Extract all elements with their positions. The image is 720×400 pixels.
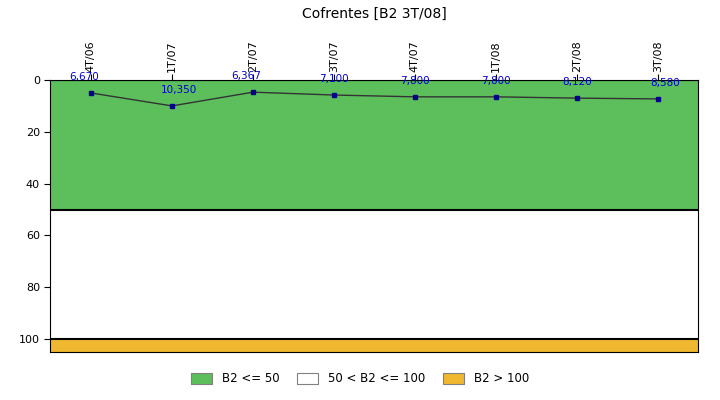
Bar xyxy=(50,210,698,339)
Legend: B2 <= 50, 50 < B2 <= 100, B2 > 100: B2 <= 50, 50 < B2 <= 100, B2 > 100 xyxy=(186,368,534,390)
Text: 6,670: 6,670 xyxy=(69,72,99,82)
Text: 8,580: 8,580 xyxy=(650,78,680,88)
Text: 10,350: 10,350 xyxy=(161,85,197,95)
Bar xyxy=(50,80,698,210)
Text: 7,800: 7,800 xyxy=(400,76,430,86)
Text: 6,367: 6,367 xyxy=(231,71,261,81)
Title: Cofrentes [B2 3T/08]: Cofrentes [B2 3T/08] xyxy=(302,6,447,20)
Text: 7,100: 7,100 xyxy=(319,74,348,84)
Bar xyxy=(50,339,698,352)
Text: 7,800: 7,800 xyxy=(481,76,510,86)
Text: 8,120: 8,120 xyxy=(562,77,592,87)
